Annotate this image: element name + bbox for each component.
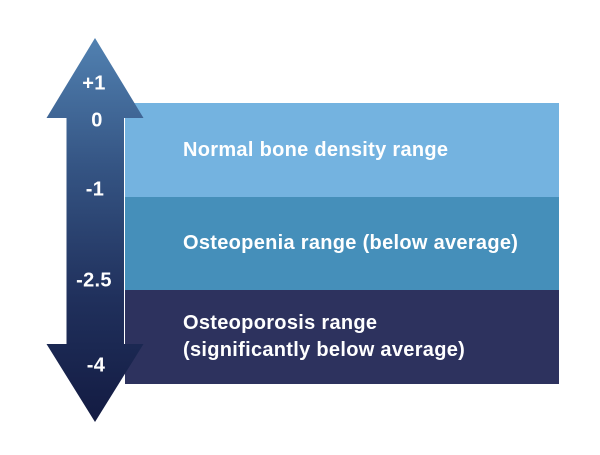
range-band-osteoporosis: Osteoporosis range (significantly below … <box>125 290 559 384</box>
tick-zero: 0 <box>91 109 103 132</box>
range-label-normal-line1: Normal bone density range <box>183 138 449 161</box>
range-band-normal: Normal bone density range <box>125 103 559 197</box>
range-label-osteopenia: Osteopenia range (below average) <box>183 230 559 257</box>
tick-minus-1: -1 <box>85 178 105 201</box>
range-label-osteoporosis-line1: Osteoporosis range <box>183 312 378 334</box>
tick-minus-2-5: -2.5 <box>76 269 112 292</box>
double-arrow-shape <box>46 38 144 422</box>
range-label-normal: Normal bone density range <box>183 137 559 164</box>
range-label-osteoporosis: Osteoporosis range (significantly below … <box>183 310 559 364</box>
tick-minus-4: -4 <box>86 354 106 377</box>
range-label-osteopenia-line1: Osteopenia range (below average) <box>183 232 519 254</box>
range-label-osteoporosis-line2: (significantly below average) <box>183 339 466 361</box>
range-band-osteopenia: Osteopenia range (below average) <box>125 197 559 290</box>
tick-plus-1: +1 <box>82 72 106 95</box>
